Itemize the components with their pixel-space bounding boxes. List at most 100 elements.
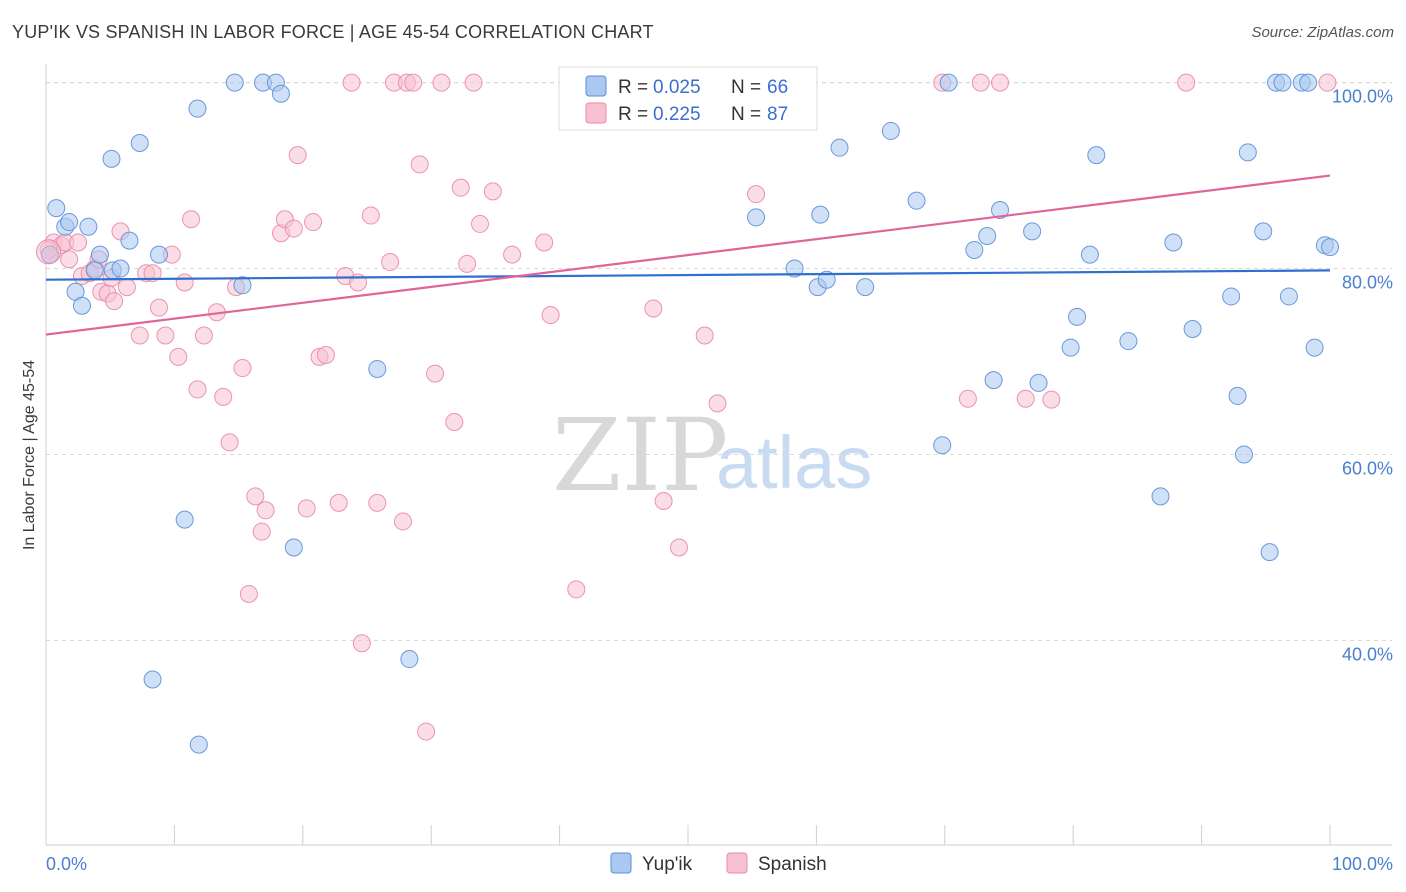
point-yupik: [400, 650, 419, 669]
point-yupik: [856, 278, 875, 297]
point-yupik: [1234, 445, 1253, 464]
legend-r-value: 0.225: [653, 104, 701, 125]
point-yupik: [111, 259, 130, 278]
point-spanish: [329, 493, 348, 512]
point-spanish: [404, 73, 423, 92]
point-yupik: [284, 538, 303, 557]
point-spanish: [246, 487, 265, 506]
trend-line-spanish: [45, 174, 1331, 336]
point-yupik: [1273, 73, 1292, 92]
point-yupik: [830, 138, 849, 157]
point-spanish: [567, 580, 586, 599]
y-axis-label: In Labor Force | Age 45-54: [21, 360, 38, 550]
point-yupik: [907, 191, 926, 210]
point-yupik: [233, 276, 252, 295]
y-tick-label: 100.0%: [1332, 87, 1393, 107]
point-yupik: [811, 205, 830, 224]
point-yupik: [1087, 146, 1106, 165]
point-yupik: [747, 208, 766, 227]
point-spanish: [410, 155, 429, 174]
source-credit: Source: ZipAtlas.com: [1251, 24, 1394, 41]
legend-item-spanish: R = 0.225 N = 87: [585, 102, 788, 125]
point-yupik: [189, 735, 208, 754]
legend-r-label: R =: [618, 104, 648, 125]
point-yupik: [79, 217, 98, 236]
point-spanish: [1177, 73, 1196, 92]
point-spanish: [342, 73, 361, 92]
legend-n-value: 66: [767, 77, 788, 98]
point-yupik: [1305, 338, 1324, 357]
point-yupik: [984, 371, 1003, 390]
trend-line-yupik: [45, 269, 1331, 281]
legend-n-label: N =: [731, 77, 761, 98]
legend-n-label: N =: [731, 104, 761, 125]
point-spanish: [175, 273, 194, 292]
point-spanish: [426, 364, 445, 383]
point-spanish: [316, 346, 335, 365]
point-spanish: [117, 278, 136, 297]
point-spanish: [297, 499, 316, 518]
point-yupik: [271, 84, 290, 103]
point-yupik: [978, 227, 997, 246]
point-spanish: [194, 326, 213, 345]
point-spanish: [239, 584, 258, 603]
point-yupik: [120, 231, 139, 250]
point-yupik: [965, 240, 984, 259]
point-yupik: [1080, 245, 1099, 264]
bottom-legend-label-spanish: Spanish: [758, 854, 827, 875]
watermark: ZIP atlas: [552, 397, 872, 514]
point-spanish: [708, 394, 727, 413]
point-yupik: [933, 436, 952, 455]
point-yupik: [785, 259, 804, 278]
point-spanish: [284, 219, 303, 238]
point-spanish: [393, 512, 412, 531]
point-yupik: [1068, 307, 1087, 326]
point-yupik: [1260, 543, 1279, 562]
point-spanish: [958, 389, 977, 408]
point-yupik: [149, 245, 168, 264]
point-spanish: [69, 233, 88, 252]
chart-title: YUP'IK VS SPANISH IN LABOR FORCE | AGE 4…: [12, 22, 654, 42]
point-yupik: [1228, 386, 1247, 405]
point-yupik: [47, 199, 66, 218]
point-yupik: [1029, 373, 1048, 392]
point-spanish: [188, 380, 207, 399]
point-yupik: [1238, 143, 1257, 162]
point-yupik: [1183, 319, 1202, 338]
point-spanish: [256, 501, 275, 520]
point-yupik: [90, 245, 109, 264]
legend-r-label: R =: [618, 77, 648, 98]
point-spanish: [169, 347, 188, 366]
point-yupik: [817, 270, 836, 289]
point-yupik: [143, 670, 162, 689]
axes-layer: 40.0% 60.0% 80.0% 100.0%: [45, 64, 1393, 846]
point-yupik: [102, 149, 121, 168]
point-spanish: [417, 722, 436, 741]
point-spanish: [1318, 73, 1337, 92]
point-spanish: [156, 326, 175, 345]
point-yupik: [1023, 222, 1042, 241]
point-yupik: [1151, 487, 1170, 506]
point-spanish: [361, 206, 380, 225]
point-spanish: [483, 182, 502, 201]
point-spanish: [220, 433, 239, 452]
point-yupik: [60, 213, 79, 232]
point-spanish: [60, 250, 79, 269]
watermark-zip: ZIP: [552, 397, 728, 514]
points-layer: [36, 73, 1339, 754]
point-spanish: [368, 493, 387, 512]
point-spanish: [991, 73, 1010, 92]
point-yupik: [130, 134, 149, 153]
point-spanish: [644, 299, 663, 318]
point-spanish: [1042, 390, 1061, 409]
point-spanish: [654, 491, 673, 510]
x-tick-label-min: 0.0%: [46, 854, 87, 874]
point-yupik: [175, 510, 194, 529]
x-tick-labels: 0.0% 100.0%: [46, 854, 1393, 874]
legend-n-value: 87: [767, 104, 788, 125]
watermark-atlas: atlas: [716, 421, 872, 504]
point-yupik: [991, 200, 1010, 219]
point-spanish: [541, 306, 560, 325]
point-spanish: [451, 178, 470, 197]
